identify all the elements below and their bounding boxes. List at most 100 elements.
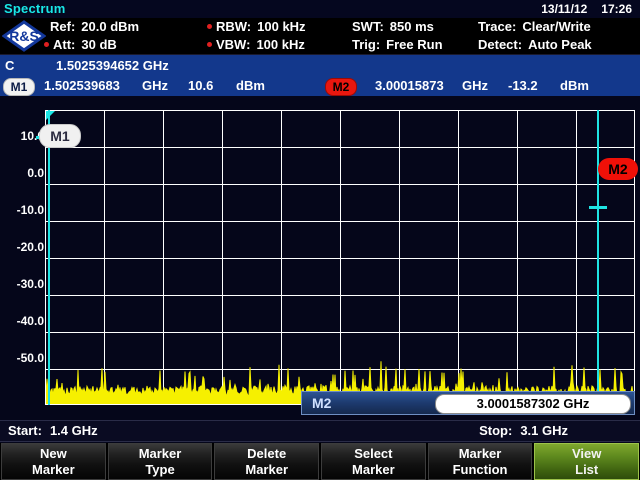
center-freq-value[interactable]: 1.5025394652 GHz xyxy=(56,58,169,73)
y-tick-label: -30.0 xyxy=(16,277,44,291)
stop-frequency[interactable]: Stop: 3.1 GHz xyxy=(479,423,568,438)
coupling-dot-icon xyxy=(44,42,49,48)
gridline-vertical xyxy=(399,111,400,404)
svg-text:R&S: R&S xyxy=(9,28,39,44)
settings-row-2: Att: 30 dB VBW: 100 kHz Trig: Free Run Dete… xyxy=(0,36,640,54)
marker-m1-bubble[interactable]: M1 xyxy=(39,124,81,148)
detector-value: Auto Peak xyxy=(528,37,592,52)
marker-m2-level: -13.2 xyxy=(508,78,538,93)
softkey-line-1: Delete xyxy=(247,445,287,461)
trace-setting[interactable]: Trace: Clear/Write xyxy=(478,18,591,36)
swt-setting[interactable]: SWT: 850 ms xyxy=(352,18,434,36)
trigger-setting[interactable]: Trig: Free Run xyxy=(352,36,443,54)
gridline-vertical xyxy=(458,111,459,404)
softkey-line-2: List xyxy=(575,461,599,477)
y-tick-label: -40.0 xyxy=(16,314,44,328)
att-label: Att: xyxy=(53,37,76,52)
softkey-marker-function[interactable]: Marker Function xyxy=(427,443,533,480)
marker-frequency-input[interactable]: 3.0001587302 GHz xyxy=(435,394,631,414)
y-tick-label: -50.0 xyxy=(16,351,44,365)
marker-m1-frequency[interactable]: 1.502539683 xyxy=(44,78,120,93)
softkey-select-marker[interactable]: Select Marker xyxy=(321,443,426,480)
marker-m1-level: 10.6 xyxy=(188,78,214,93)
marker-m2-frequency[interactable]: 3.00015873 xyxy=(375,78,444,93)
softkey-marker-type[interactable]: Marker Type xyxy=(107,443,213,480)
vbw-setting[interactable]: VBW: 100 kHz xyxy=(207,36,305,54)
coupling-dot-icon xyxy=(207,24,212,30)
softkey-new-marker[interactable]: New Marker xyxy=(1,443,106,480)
marker-m2-bubble-label: M2 xyxy=(608,161,628,177)
trace-label: Trace: xyxy=(478,19,517,34)
trace-1 xyxy=(46,361,634,404)
softkey-bar: New Marker Marker Type Delete Marker Select Mar… xyxy=(0,443,640,480)
sweep-range-bar: Start: 1.4 GHz Stop: 3.1 GHz xyxy=(0,420,640,442)
marker-m2-line[interactable] xyxy=(597,110,599,405)
marker-m2-tag[interactable]: M2 xyxy=(325,78,357,96)
y-tick-label: -10.0 xyxy=(16,203,44,217)
gridline-vertical xyxy=(104,111,105,404)
trace-indicator-icon xyxy=(46,111,55,120)
marker-m1-tag[interactable]: M1 xyxy=(3,78,35,96)
rohde-schwarz-logo-icon: R&S xyxy=(2,20,46,52)
softkey-line-2: Marker xyxy=(245,461,288,477)
gridline-horizontal xyxy=(46,184,634,185)
softkey-line-1: View xyxy=(572,445,602,461)
start-frequency-label: Start: xyxy=(8,423,42,438)
gridline-vertical xyxy=(163,111,164,404)
gridline-horizontal xyxy=(46,221,634,222)
softkey-view-list[interactable]: View List xyxy=(534,443,640,480)
gridline-vertical xyxy=(281,111,282,404)
gridline-horizontal xyxy=(46,369,634,370)
softkey-line-2: Type xyxy=(145,461,175,477)
softkey-line-1: Marker xyxy=(138,445,182,461)
softkey-line-2: Function xyxy=(452,461,508,477)
detector-setting[interactable]: Detect: Auto Peak xyxy=(478,36,592,54)
marker-band-row-center: C 1.5025394652 GHz xyxy=(0,56,640,76)
softkey-line-2: Marker xyxy=(352,461,395,477)
title-bar: Spectrum 13/11/12 17:26 xyxy=(0,0,640,18)
marker-m1-bubble-label: M1 xyxy=(50,128,70,144)
y-tick-label: -20.0 xyxy=(16,240,44,254)
softkey-line-1: Select xyxy=(354,445,393,461)
softkey-line-1: Marker xyxy=(458,445,502,461)
rbw-setting[interactable]: RBW: 100 kHz xyxy=(207,18,306,36)
marker-frequency-input-value: 3.0001587302 GHz xyxy=(476,396,590,411)
gridline-horizontal xyxy=(46,332,634,333)
coupling-dot-icon xyxy=(207,42,212,48)
gridline-horizontal xyxy=(46,147,634,148)
marker-m1-frequency-unit: GHz xyxy=(142,78,168,93)
stop-frequency-value: 3.1 GHz xyxy=(520,423,568,438)
swt-label: SWT: xyxy=(352,19,384,34)
gridline-horizontal xyxy=(46,258,634,259)
softkey-delete-marker[interactable]: Delete Marker xyxy=(214,443,320,480)
plot-area[interactable] xyxy=(45,110,635,405)
marker-entry-label: M2 xyxy=(312,395,332,411)
center-freq-label: C xyxy=(5,58,15,73)
spectrum-graph[interactable]: 10.0 0.0 -10.0 -20.0 -30.0 -40.0 -50.0 xyxy=(0,96,640,420)
gridline-vertical xyxy=(517,111,518,404)
marker-entry-box[interactable]: M2 3.0001587302 GHz xyxy=(301,391,635,415)
marker-band-row-markers: M1 1.502539683 GHz 10.6 dBm M2 3.0001587… xyxy=(0,76,640,96)
marker-m2-frequency-unit: GHz xyxy=(462,78,488,93)
vbw-value: 100 kHz xyxy=(256,37,305,52)
ref-setting[interactable]: Ref: 20.0 dBm xyxy=(50,18,139,36)
marker-m2-level-unit: dBm xyxy=(560,78,589,93)
trace-value: Clear/Write xyxy=(522,19,591,34)
marker-m1-line[interactable] xyxy=(48,110,50,405)
settings-row-1: Ref: 20.0 dBm RBW: 100 kHz SWT: 850 ms Trac… xyxy=(0,18,640,36)
gridline-vertical xyxy=(576,111,577,404)
stop-frequency-label: Stop: xyxy=(479,423,513,438)
marker-m1-level-unit: dBm xyxy=(236,78,265,93)
gridline-horizontal xyxy=(46,295,634,296)
att-setting[interactable]: Att: 30 dB xyxy=(44,36,117,54)
page-title: Spectrum xyxy=(4,1,66,16)
marker-m2-bubble[interactable]: M2 xyxy=(598,158,638,180)
trace-container xyxy=(46,111,634,404)
settings-header: R&S Ref: 20.0 dBm RBW: 100 kHz SWT: 850 ms … xyxy=(0,18,640,55)
gridline-vertical xyxy=(222,111,223,404)
start-frequency[interactable]: Start: 1.4 GHz xyxy=(8,423,98,438)
ref-label: Ref: xyxy=(50,19,76,34)
date-text: 13/11/12 xyxy=(541,2,588,16)
trigger-value: Free Run xyxy=(386,37,443,52)
